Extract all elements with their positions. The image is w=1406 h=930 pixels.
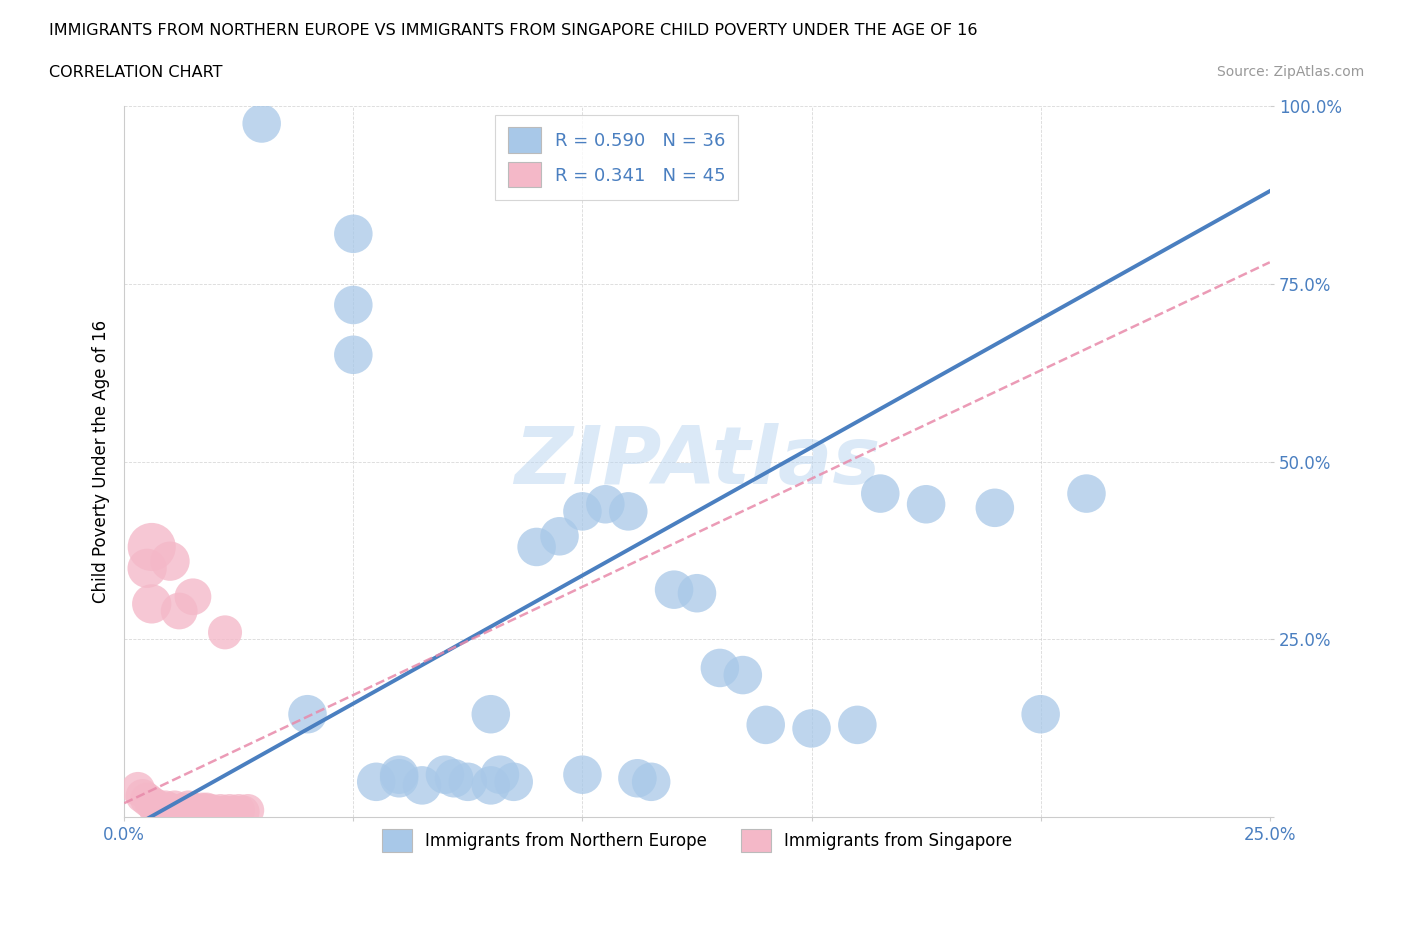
Point — [177, 799, 200, 814]
Point — [141, 596, 163, 611]
Point — [686, 586, 709, 601]
Point — [159, 553, 181, 568]
Point — [163, 804, 186, 819]
Point — [145, 799, 167, 814]
Point — [214, 625, 236, 640]
Point — [617, 504, 640, 519]
Point — [149, 802, 172, 817]
Point — [709, 660, 731, 675]
Point — [145, 803, 167, 817]
Point — [236, 803, 259, 817]
Point — [155, 804, 177, 819]
Point — [388, 767, 411, 782]
Point — [342, 298, 364, 312]
Point — [250, 116, 273, 131]
Text: ZIPAtlas: ZIPAtlas — [513, 422, 880, 500]
Point — [626, 771, 648, 786]
Point — [163, 799, 186, 814]
Point — [342, 226, 364, 241]
Point — [141, 539, 163, 554]
Point — [218, 803, 240, 817]
Point — [571, 767, 593, 782]
Point — [571, 504, 593, 519]
Point — [141, 796, 163, 811]
Point — [131, 789, 153, 804]
Point — [177, 804, 200, 819]
Point — [662, 582, 685, 597]
Point — [186, 804, 208, 819]
Text: Source: ZipAtlas.com: Source: ZipAtlas.com — [1216, 65, 1364, 79]
Point — [479, 777, 502, 792]
Point — [502, 775, 524, 790]
Point — [181, 803, 204, 817]
Point — [191, 804, 214, 819]
Point — [232, 804, 254, 819]
Point — [214, 804, 236, 819]
Point — [167, 803, 190, 817]
Point — [173, 803, 195, 817]
Point — [195, 803, 218, 817]
Point — [548, 529, 571, 544]
Point — [479, 707, 502, 722]
Point — [1029, 707, 1052, 722]
Point — [342, 348, 364, 363]
Point — [200, 804, 222, 819]
Point — [915, 497, 938, 512]
Point — [149, 804, 172, 819]
Point — [411, 777, 433, 792]
Text: IMMIGRANTS FROM NORTHERN EUROPE VS IMMIGRANTS FROM SINGAPORE CHILD POVERTY UNDER: IMMIGRANTS FROM NORTHERN EUROPE VS IMMIG… — [49, 23, 977, 38]
Point — [127, 781, 149, 796]
Point — [159, 803, 181, 817]
Point — [159, 802, 181, 817]
Point — [173, 802, 195, 817]
Point — [200, 803, 222, 817]
Point — [366, 775, 388, 790]
Point — [489, 767, 512, 782]
Point — [186, 803, 208, 817]
Point — [167, 804, 190, 819]
Point — [181, 802, 204, 817]
Point — [191, 802, 214, 817]
Point — [869, 486, 891, 501]
Point — [984, 500, 1007, 515]
Point — [155, 799, 177, 814]
Point — [457, 775, 479, 790]
Point — [731, 668, 754, 683]
Point — [388, 771, 411, 786]
Point — [181, 590, 204, 604]
Point — [846, 717, 869, 732]
Point — [443, 771, 465, 786]
Legend: Immigrants from Northern Europe, Immigrants from Singapore: Immigrants from Northern Europe, Immigra… — [375, 822, 1019, 859]
Y-axis label: Child Poverty Under the Age of 16: Child Poverty Under the Age of 16 — [93, 320, 110, 604]
Point — [595, 497, 617, 512]
Point — [209, 803, 232, 817]
Point — [224, 804, 246, 819]
Point — [205, 804, 228, 819]
Point — [755, 717, 778, 732]
Point — [800, 721, 823, 736]
Point — [640, 775, 662, 790]
Text: CORRELATION CHART: CORRELATION CHART — [49, 65, 222, 80]
Point — [195, 802, 218, 817]
Point — [167, 604, 190, 618]
Point — [136, 792, 159, 807]
Point — [228, 803, 250, 817]
Point — [297, 707, 319, 722]
Point — [136, 561, 159, 576]
Point — [526, 539, 548, 554]
Point — [1076, 486, 1098, 501]
Point — [433, 767, 456, 782]
